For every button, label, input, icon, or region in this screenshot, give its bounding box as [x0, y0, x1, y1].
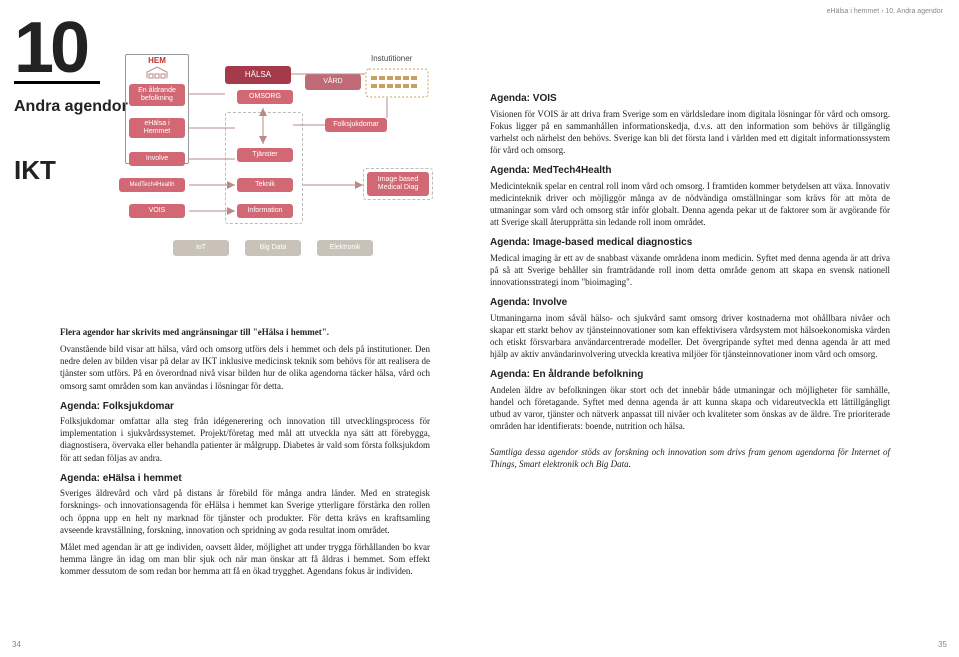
page-number-left: 34 [12, 640, 21, 649]
left-column: Flera agendor har skrivits med angränsni… [60, 326, 430, 582]
p-ehalsa-1: Sveriges äldrevård och vård på distans ä… [60, 487, 430, 536]
running-header: eHälsa i hemmet › 10. Andra agendor [827, 8, 943, 15]
side-label-ikt: IKT [14, 155, 56, 186]
h-imagediag: Agenda: Image-based medical diagnostics [490, 236, 890, 250]
h-ehalsa: Agenda: eHälsa i hemmet [60, 472, 430, 486]
diagram: HEM En åldrande befolkning eHälsa i Hemm… [125, 54, 455, 312]
p-tail: Samtliga dessa agendor stöds av forsknin… [490, 446, 890, 470]
p-aldrande: Andelen äldre av befolkningen ökar stort… [490, 384, 890, 433]
right-column: Agenda: VOIS Visionen för VOIS är att dr… [490, 84, 890, 475]
h-vois: Agenda: VOIS [490, 92, 890, 106]
p-medtech: Medicinteknik spelar en central roll ino… [490, 180, 890, 229]
p-vois: Visionen för VOIS är att driva fram Sver… [490, 108, 890, 157]
page-number-right: 35 [938, 640, 947, 649]
chapter-title: Andra agendor [14, 98, 128, 116]
p-imagediag: Medical imaging är ett av de snabbast vä… [490, 252, 890, 288]
p-folksjukdomar: Folksjukdomar omfattar alla steg från id… [60, 415, 430, 464]
p-ehalsa-2: Målet med agendan är att ge individen, o… [60, 541, 430, 577]
h-involve: Agenda: Involve [490, 296, 890, 310]
h-aldrande: Agenda: En åldrande befolkning [490, 368, 890, 382]
intro-1: Flera agendor har skrivits med angränsni… [60, 326, 430, 338]
diagram-connectors [125, 54, 455, 312]
h-folksjukdomar: Agenda: Folksjukdomar [60, 400, 430, 414]
chapter-number: 10 [14, 18, 100, 84]
intro-2: Ovanstående bild visar att hälsa, vård o… [60, 343, 430, 392]
h-medtech: Agenda: MedTech4Health [490, 164, 890, 178]
p-involve: Utmaningarna inom såväl hälso- och sjukv… [490, 312, 890, 361]
